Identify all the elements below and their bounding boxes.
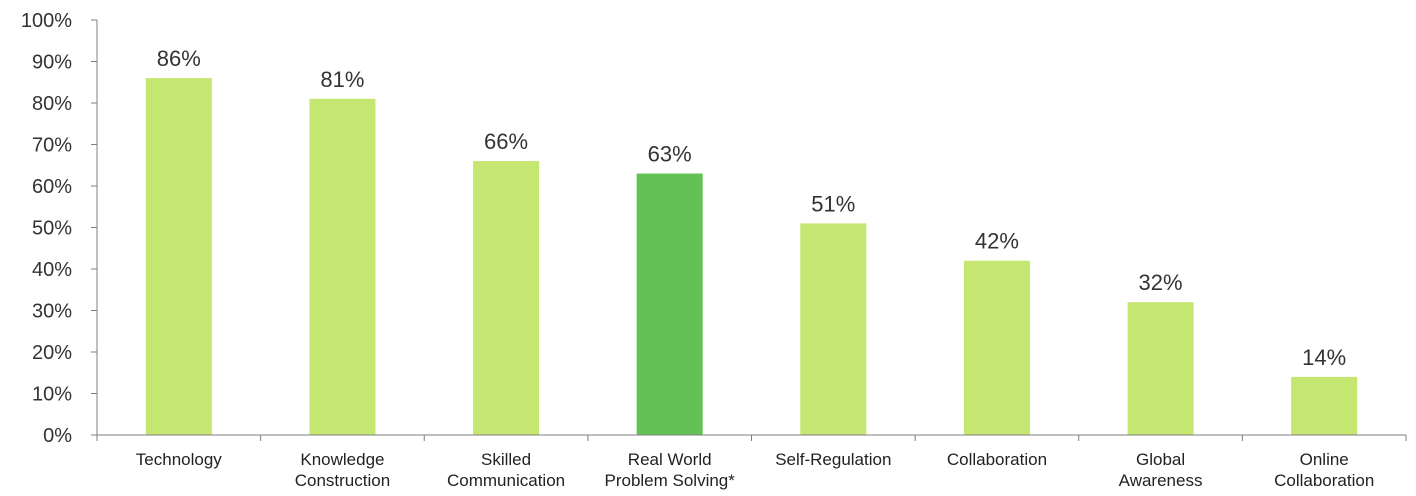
y-tick-label: 30% xyxy=(32,301,72,323)
x-category-label: Real World Problem Solving* xyxy=(604,450,735,490)
y-tick-label: 40% xyxy=(32,259,72,281)
y-tick-label: 90% xyxy=(32,52,72,74)
y-tick-label: 20% xyxy=(32,342,72,364)
bar xyxy=(1127,302,1194,435)
x-category-label: Online Collaboration xyxy=(1274,450,1374,490)
data-label: 51% xyxy=(811,191,855,216)
x-category-label-line: Global xyxy=(1136,450,1185,469)
x-category-label-line: Communication xyxy=(447,471,565,490)
y-tick-label: 0% xyxy=(43,425,72,447)
x-category-label-line: Awareness xyxy=(1119,471,1203,490)
data-label: 63% xyxy=(648,142,692,167)
bar xyxy=(963,260,1030,435)
x-category-label-line: Skilled xyxy=(481,450,531,469)
data-label: 14% xyxy=(1302,345,1346,370)
data-label: 86% xyxy=(157,46,201,71)
x-category-label-line: Technology xyxy=(136,450,223,469)
x-category-label: Global Awareness xyxy=(1119,450,1203,490)
y-axis: 0% 10% 20% 30% 40% 50% 60% 70% 80% 90% 100% xyxy=(21,10,98,447)
bar xyxy=(800,223,867,435)
bar xyxy=(636,173,703,436)
x-category-label-line: Construction xyxy=(295,471,390,490)
y-tick-label: 10% xyxy=(32,384,72,406)
x-category-label-line: Real World xyxy=(628,450,712,469)
y-tick-label: 50% xyxy=(32,218,72,240)
x-category-label: Skilled Communication xyxy=(447,450,565,490)
data-label: 32% xyxy=(1139,270,1183,295)
x-category-label: Self-Regulation xyxy=(775,450,891,469)
bar xyxy=(145,78,212,435)
bar xyxy=(1291,376,1358,435)
x-axis: Technology Knowledge Construction Skilled Co… xyxy=(96,434,1407,490)
bars: 86% 81% 66% 63% 51% 42% 32% 14% xyxy=(145,46,1358,436)
y-tick-label: 60% xyxy=(32,176,72,198)
x-category-label-line: Problem Solving* xyxy=(604,471,735,490)
data-label: 81% xyxy=(320,67,364,92)
y-tick-label: 100% xyxy=(21,10,72,32)
y-tick-label: 80% xyxy=(32,93,72,115)
data-label: 66% xyxy=(484,129,528,154)
x-category-label: Knowledge Construction xyxy=(295,450,390,490)
x-category-label: Technology xyxy=(136,450,223,469)
y-tick-label: 70% xyxy=(32,135,72,157)
x-category-label-line: Collaboration xyxy=(1274,471,1374,490)
data-label: 42% xyxy=(975,229,1019,254)
bar xyxy=(473,161,540,435)
bar xyxy=(309,98,376,435)
x-category-label-line: Online xyxy=(1300,450,1349,469)
x-category-label-line: Knowledge xyxy=(300,450,384,469)
x-category-label-line: Collaboration xyxy=(947,450,1047,469)
x-category-label-line: Self-Regulation xyxy=(775,450,891,469)
x-category-label: Collaboration xyxy=(947,450,1047,469)
